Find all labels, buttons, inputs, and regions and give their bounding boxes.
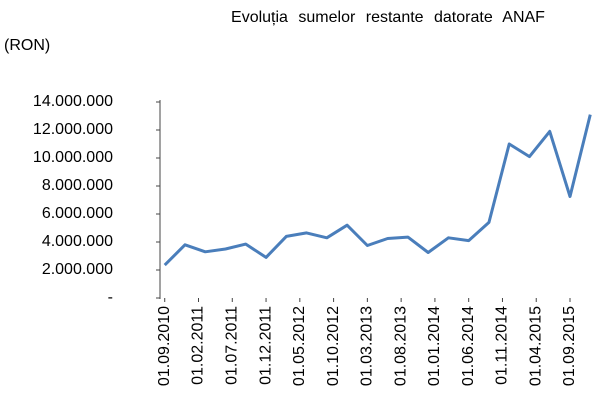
x-tick-label: 01.02.2011 xyxy=(190,306,207,385)
line-series xyxy=(163,114,592,267)
x-tick-label: 01.11.2014 xyxy=(494,306,511,385)
x-tick-label: 01.09.2015 xyxy=(561,306,578,386)
y-tick-label: - xyxy=(108,289,113,306)
y-tick-label: 14.000.000 xyxy=(33,93,113,110)
y-tick-label: 10.000.000 xyxy=(33,149,113,166)
x-tick-label: 01.01.2014 xyxy=(426,306,443,386)
y-axis-label: (RON) xyxy=(4,37,50,54)
y-tick-label: 8.000.000 xyxy=(42,177,113,194)
x-tick-label: 01.06.2014 xyxy=(460,306,477,386)
x-tick-label: 01.12.2011 xyxy=(257,306,274,385)
y-tick-label: 6.000.000 xyxy=(42,205,113,222)
x-tick-label: 01.04.2015 xyxy=(527,306,544,386)
y-tick-label: 12.000.000 xyxy=(33,121,113,138)
x-tick-label: 01.07.2011 xyxy=(223,306,240,385)
x-tick-label: 01.03.2013 xyxy=(359,306,376,386)
x-tick-label: 01.09.2010 xyxy=(156,306,173,386)
x-tick-label: 01.08.2013 xyxy=(392,306,409,386)
chart-title: Evoluția sumelor restante datorate ANAF xyxy=(231,9,545,26)
x-tick-label: 01.05.2012 xyxy=(291,306,308,386)
y-tick-label: 2.000.000 xyxy=(42,261,113,278)
y-tick-label: 4.000.000 xyxy=(42,233,113,250)
x-tick-label: 01.10.2012 xyxy=(325,306,342,386)
